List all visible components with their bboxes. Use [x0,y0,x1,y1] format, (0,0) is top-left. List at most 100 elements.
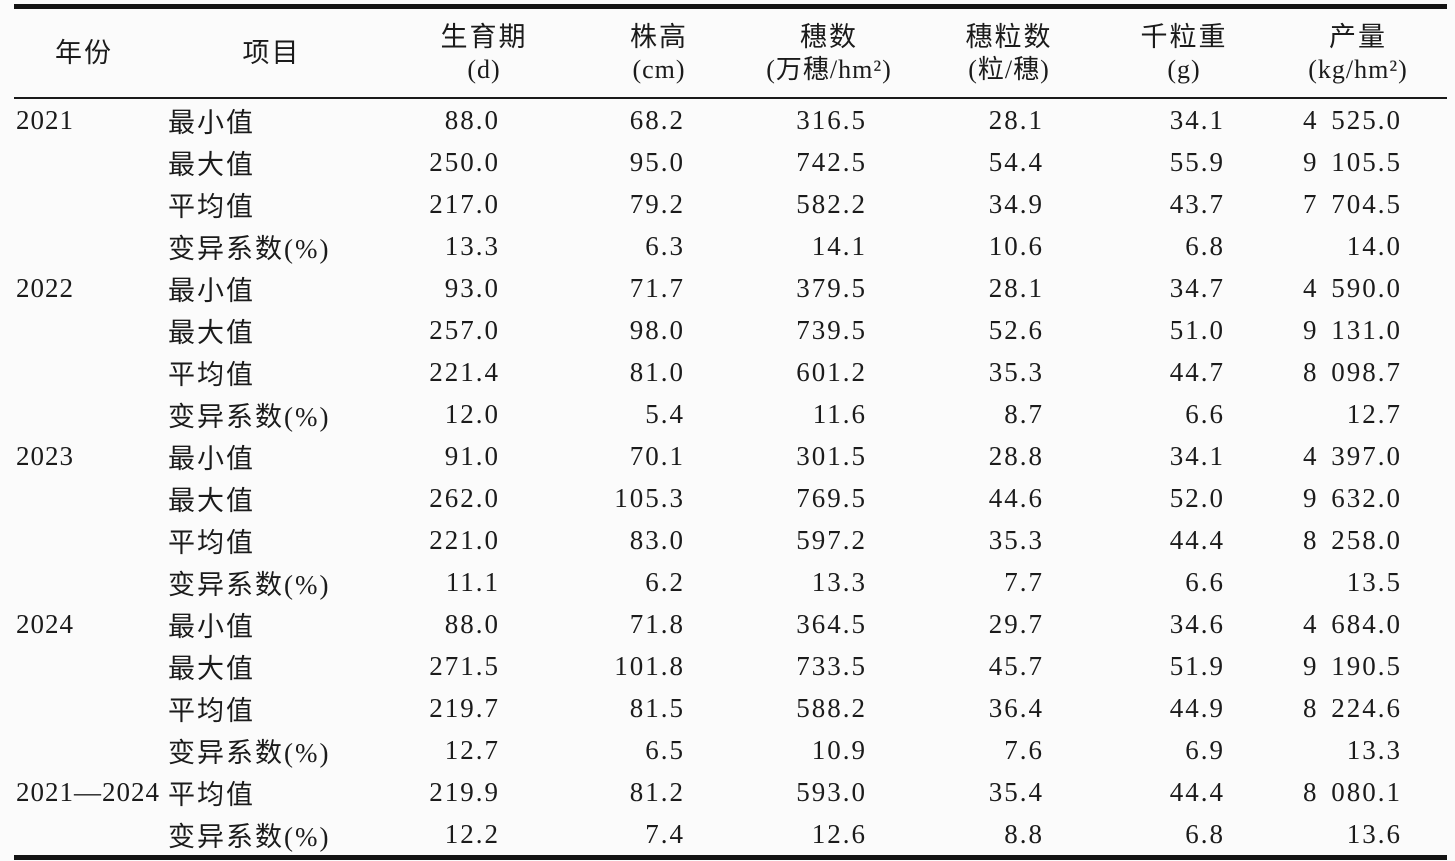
header-grains-per-spike-unit: (粒/穗) [968,54,1050,84]
grains-per-spike-cell: 44.6 [988,482,1044,513]
item-cell: 最大值 [168,653,255,684]
header-growth-period: 生育期 (d) [389,6,579,99]
year-cell [14,141,154,183]
year-cell [14,351,154,393]
header-plant-height-unit: (cm) [632,54,686,84]
plant-height-cell: 71.7 [629,272,685,303]
table-row: 变异系数(%) 12.0 5.4 11.6 8.7 6.6 12.7 [14,393,1447,435]
growth-period-cell: 12.2 [444,818,500,849]
header-grains-per-spike: 穗粒数 (粒/穗) [919,6,1099,99]
growth-period-cell: 257.0 [429,314,500,345]
thousand-grain-weight-cell: 34.1 [1169,104,1225,135]
table-row: 最大值 271.5 101.8 733.5 45.7 51.9 9 190.5 [14,645,1447,687]
header-yield: 产量 (kg/hm²) [1269,6,1447,99]
table-body: 2021 最小值 88.0 68.2 316.5 28.1 34.1 4 525.0 最大值 25… [14,98,1447,858]
table-row: 最大值 262.0 105.3 769.5 44.6 52.0 9 632.0 [14,477,1447,519]
grains-per-spike-cell: 29.7 [988,608,1044,639]
year-cell [14,561,154,603]
growth-period-cell: 271.5 [429,650,500,681]
thousand-grain-weight-cell: 55.9 [1169,146,1225,177]
year-cell [14,687,154,729]
table-row: 平均值 221.4 81.0 601.2 35.3 44.7 8 098.7 [14,351,1447,393]
item-cell: 变异系数(%) [168,233,331,264]
header-thousand-grain-weight: 千粒重 (g) [1099,6,1269,99]
spike-number-cell: 364.5 [796,608,867,639]
thousand-grain-weight-cell: 6.8 [1185,230,1225,261]
header-yield-unit: (kg/hm²) [1308,54,1408,84]
item-cell: 变异系数(%) [168,569,331,600]
plant-height-cell: 81.0 [629,356,685,387]
thousand-grain-weight-cell: 51.0 [1169,314,1225,345]
grains-per-spike-cell: 28.1 [988,104,1044,135]
spike-number-cell: 14.1 [811,230,867,261]
header-grains-per-spike-label: 穗粒数 [965,22,1053,53]
year-cell [14,477,154,519]
plant-height-cell: 101.8 [614,650,685,681]
header-growth-period-label: 生育期 [440,22,528,53]
plant-height-cell: 71.8 [629,608,685,639]
growth-period-cell: 262.0 [429,482,500,513]
table-row: 2024 最小值 88.0 71.8 364.5 29.7 34.6 4 684.0 [14,603,1447,645]
table-row: 2021—2024 平均值 219.9 81.2 593.0 35.4 44.4 8 080.… [14,771,1447,813]
header-thousand-grain-weight-unit: (g) [1167,54,1201,84]
thousand-grain-weight-cell: 43.7 [1169,188,1225,219]
spike-number-cell: 739.5 [796,314,867,345]
plant-height-cell: 6.2 [645,566,685,597]
thousand-grain-weight-cell: 6.9 [1185,734,1225,765]
year-cell [14,183,154,225]
item-cell: 变异系数(%) [168,737,331,768]
growth-period-cell: 93.0 [444,272,500,303]
item-cell: 最小值 [168,107,255,138]
grains-per-spike-cell: 8.7 [1004,398,1044,429]
spike-number-cell: 301.5 [796,440,867,471]
year-cell: 2024 [16,608,74,639]
yield-cell: 4 525.0 [1303,104,1402,135]
grains-per-spike-cell: 34.9 [988,188,1044,219]
grains-per-spike-cell: 10.6 [988,230,1044,261]
plant-height-cell: 68.2 [629,104,685,135]
spike-number-cell: 601.2 [796,356,867,387]
plant-height-cell: 70.1 [629,440,685,471]
spike-number-cell: 597.2 [796,524,867,555]
yield-cell: 4 590.0 [1303,272,1402,303]
thousand-grain-weight-cell: 44.7 [1169,356,1225,387]
item-cell: 平均值 [168,191,255,222]
table-row: 变异系数(%) 12.2 7.4 12.6 8.8 6.8 13.6 [14,813,1447,858]
yield-cell: 13.5 [1346,566,1402,597]
header-spike-number-unit: (万穗/hm²) [766,54,892,84]
yield-cell: 12.7 [1346,398,1402,429]
year-cell [14,225,154,267]
table-row: 2021 最小值 88.0 68.2 316.5 28.1 34.1 4 525.0 [14,98,1447,141]
header-item: 项目 [154,6,389,99]
thousand-grain-weight-cell: 34.7 [1169,272,1225,303]
plant-height-cell: 81.2 [629,776,685,807]
grains-per-spike-cell: 35.3 [988,524,1044,555]
spike-number-cell: 316.5 [796,104,867,135]
spike-number-cell: 593.0 [796,776,867,807]
header-plant-height: 株高 (cm) [579,6,739,99]
yield-cell: 9 131.0 [1303,314,1402,345]
growth-period-cell: 11.1 [445,566,500,597]
item-cell: 最小值 [168,443,255,474]
thousand-grain-weight-cell: 44.4 [1169,524,1225,555]
spike-number-cell: 11.6 [812,398,867,429]
table-row: 变异系数(%) 11.1 6.2 13.3 7.7 6.6 13.5 [14,561,1447,603]
thousand-grain-weight-cell: 34.1 [1169,440,1225,471]
header-row: 年份 项目 生育期 (d) 株高 (cm) 穗数 (万穗/hm²) [14,6,1447,99]
thousand-grain-weight-cell: 51.9 [1169,650,1225,681]
item-cell: 平均值 [168,527,255,558]
yield-cell: 4 684.0 [1303,608,1402,639]
year-cell [14,813,154,858]
statistics-table-container: 年份 项目 生育期 (d) 株高 (cm) 穗数 (万穗/hm²) [14,4,1447,860]
header-yield-label: 产量 [1329,22,1387,53]
yield-cell: 9 190.5 [1303,650,1402,681]
item-cell: 平均值 [168,779,255,810]
yield-cell: 8 224.6 [1303,692,1402,723]
table-row: 2022 最小值 93.0 71.7 379.5 28.1 34.7 4 590.0 [14,267,1447,309]
table-row: 平均值 219.7 81.5 588.2 36.4 44.9 8 224.6 [14,687,1447,729]
table-row: 变异系数(%) 13.3 6.3 14.1 10.6 6.8 14.0 [14,225,1447,267]
spike-number-cell: 742.5 [796,146,867,177]
header-spike-number-label: 穗数 [800,22,858,53]
table-row: 平均值 221.0 83.0 597.2 35.3 44.4 8 258.0 [14,519,1447,561]
growth-period-cell: 221.4 [429,356,500,387]
